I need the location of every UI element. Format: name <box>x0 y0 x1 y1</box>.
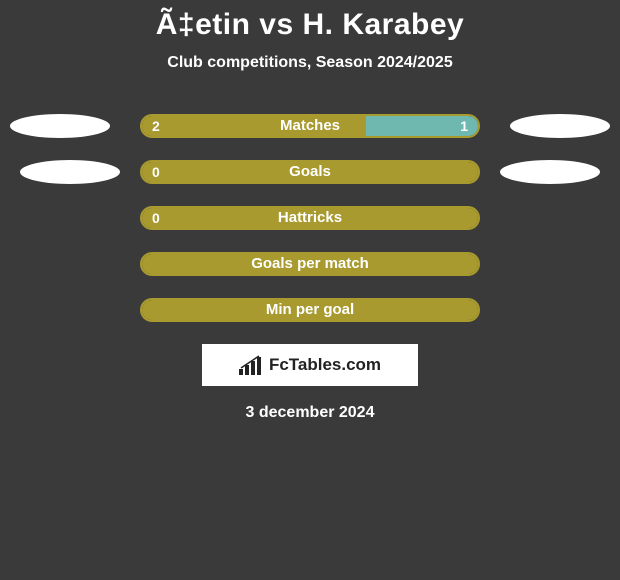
stat-label: Min per goal <box>142 300 478 320</box>
stat-row: Min per goal <box>0 298 620 322</box>
stat-value-left: 2 <box>152 116 160 136</box>
player-photo-right <box>510 114 610 138</box>
brand-badge[interactable]: FcTables.com <box>202 344 418 386</box>
stat-bar: Min per goal <box>140 298 480 322</box>
stat-bar: Hattricks0 <box>140 206 480 230</box>
stat-value-left: 0 <box>152 208 160 228</box>
stat-row: Goals0 <box>0 160 620 184</box>
brand-bars-icon <box>239 355 265 375</box>
page-title: Ã‡etin vs H. Karabey <box>0 0 620 42</box>
stat-value-left: 0 <box>152 162 160 182</box>
stat-label: Goals <box>142 162 478 182</box>
stat-bar: Goals per match <box>140 252 480 276</box>
stat-bar: Goals0 <box>140 160 480 184</box>
player-photo-right <box>500 160 600 184</box>
stat-label: Goals per match <box>142 254 478 274</box>
subtitle: Club competitions, Season 2024/2025 <box>0 54 620 72</box>
stat-row: Matches2 1 <box>0 114 620 138</box>
brand-text: FcTables.com <box>269 355 381 375</box>
stat-value-right: 1 <box>460 116 468 136</box>
stats-rows: Matches21Goals0Hattricks0Goals per match… <box>0 114 620 322</box>
stat-row: Hattricks0 <box>0 206 620 230</box>
player-photo-left <box>10 114 110 138</box>
player-photo-left <box>20 160 120 184</box>
widget-container: Ã‡etin vs H. Karabey Club competitions, … <box>0 0 620 580</box>
date-text: 3 december 2024 <box>0 404 620 422</box>
stat-label: Hattricks <box>142 208 478 228</box>
stat-label: Matches <box>142 116 478 136</box>
stat-row: Goals per match <box>0 252 620 276</box>
stat-bar: Matches2 1 <box>140 114 480 138</box>
